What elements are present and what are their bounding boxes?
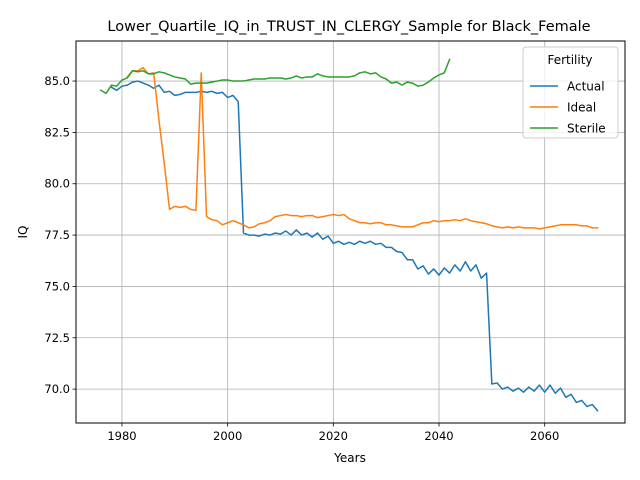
x-tick-label: 2060 — [530, 429, 559, 443]
legend-box — [522, 46, 619, 139]
x-tick-label: 2040 — [424, 429, 453, 443]
legend-label-sterile: Sterile — [567, 122, 606, 136]
chart-title: Lower_Quartile_IQ_in_TRUST_IN_CLERGY_Sam… — [107, 19, 590, 35]
x-axis-label: Years — [333, 451, 366, 465]
legend-label-ideal: Ideal — [567, 101, 596, 115]
legend: Fertility Actual Ideal Sterile — [522, 46, 619, 139]
y-tick-label: 75.0 — [44, 279, 70, 293]
y-tick-label: 72.5 — [44, 331, 70, 345]
x-tick-label: 2020 — [319, 429, 348, 443]
legend-title: Fertility — [547, 53, 592, 67]
legend-label-actual: Actual — [567, 80, 605, 94]
y-tick-label: 85.0 — [44, 74, 70, 88]
x-axis-ticks: 1980 2000 2020 2040 2060 — [107, 423, 559, 443]
series-line-ideal — [126, 66, 599, 230]
legend-entries: Actual Ideal Sterile — [530, 80, 606, 136]
series-line-actual — [110, 80, 599, 412]
plot-frame — [75, 40, 626, 424]
y-tick-label: 77.5 — [44, 228, 70, 242]
y-tick-label: 82.5 — [44, 125, 70, 139]
x-tick-label: 2000 — [213, 429, 242, 443]
y-axis-ticks: 70.0 72.5 75.0 77.5 80.0 82.5 85.0 — [44, 74, 76, 396]
y-axis-label: IQ — [16, 226, 30, 239]
series-line-sterile — [99, 58, 451, 95]
y-tick-label: 70.0 — [44, 382, 70, 396]
y-tick-label: 80.0 — [44, 177, 70, 191]
series-lines — [99, 58, 599, 412]
x-tick-label: 1980 — [107, 429, 136, 443]
